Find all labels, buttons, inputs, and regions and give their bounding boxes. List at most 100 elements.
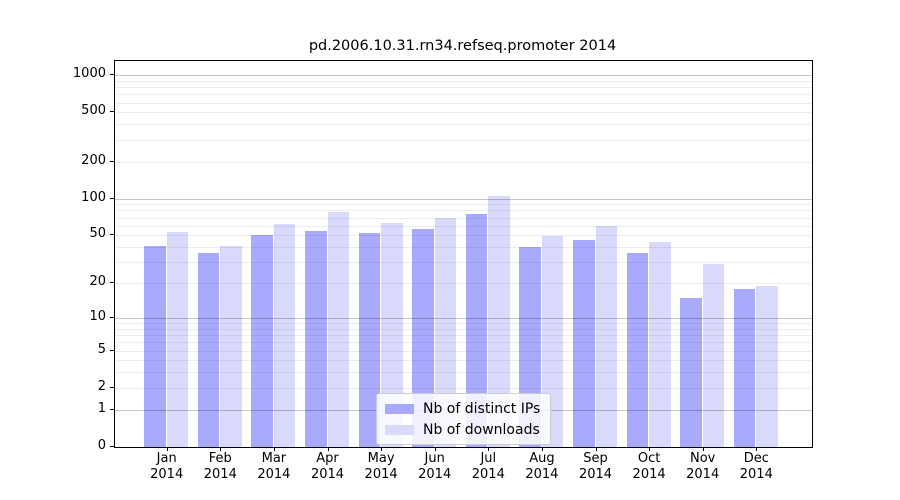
x-tick-mark-dec (756, 447, 758, 451)
bar-downloads-oct (649, 242, 671, 447)
y-tick-label-500: 500 (81, 103, 106, 119)
gridline-90 (115, 204, 812, 206)
bar-distinct-ips-oct (626, 252, 649, 447)
gridline-5 (115, 350, 812, 352)
gridline-300 (115, 139, 812, 141)
gridline-80 (115, 210, 812, 212)
x-tick-mark-may (381, 447, 383, 451)
x-tick-mark-jun (434, 447, 436, 451)
x-tick-label-feb: Feb 2014 (203, 451, 237, 482)
x-tick-mark-nov (702, 447, 704, 451)
x-tick-mark-jan (166, 447, 168, 451)
gridline-9 (115, 323, 812, 325)
bar-distinct-ips-nov (680, 297, 702, 447)
bar-distinct-ips-mar (251, 235, 273, 447)
bar-downloads-dec (756, 285, 778, 447)
bar-distinct-ips-may (358, 233, 381, 447)
bar-distinct-ips-feb (197, 252, 220, 447)
gridline-800 (115, 87, 812, 89)
y-tick-mark-5 (110, 349, 114, 351)
x-tick-mark-feb (220, 447, 222, 451)
gridline-400 (115, 124, 812, 126)
x-tick-mark-apr (327, 447, 329, 451)
y-tick-label-0: 0 (97, 438, 106, 453)
x-tick-mark-oct (649, 447, 651, 451)
bar-distinct-ips-jan (144, 245, 166, 447)
gridline-8 (115, 328, 812, 330)
y-tick-label-1: 1 (97, 400, 106, 416)
x-tick-label-apr: Apr 2014 (310, 451, 345, 482)
bar-downloads-mar (273, 223, 296, 447)
bar-distinct-ips-dec (733, 288, 756, 447)
gridline-100 (115, 198, 812, 200)
legend-swatch-downloads-icon (385, 424, 414, 435)
x-tick-label-nov: Nov 2014 (686, 451, 720, 482)
gridline-30 (115, 262, 812, 264)
gridline-6 (115, 342, 812, 344)
y-tick-label-2: 2 (97, 378, 106, 394)
y-tick-mark-10 (110, 316, 114, 318)
bar-distinct-ips-jul (465, 213, 488, 447)
y-tick-mark-50 (110, 234, 114, 236)
legend-label-downloads: Nb of downloads (423, 421, 540, 438)
y-tick-label-1000: 1000 (72, 66, 106, 82)
x-tick-label-sep: Sep 2014 (578, 451, 613, 482)
gridline-60 (115, 225, 812, 227)
y-tick-mark-100 (110, 197, 114, 199)
gridline-7 (115, 335, 812, 337)
bar-downloads-may (381, 223, 403, 447)
y-tick-mark-0 (110, 446, 114, 447)
y-tick-mark-200 (110, 160, 114, 162)
gridline-600 (115, 102, 812, 104)
gridline-900 (115, 80, 812, 82)
legend-entry-distinct-ips: Nb of distinct IPs (385, 398, 540, 419)
legend-swatch-distinct-ips-icon (385, 403, 414, 414)
x-tick-mark-aug (541, 447, 543, 451)
x-tick-label-oct: Oct 2014 (632, 451, 666, 482)
y-tick-mark-2 (110, 386, 114, 388)
x-tick-mark-jul (488, 447, 490, 451)
y-tick-mark-1 (110, 408, 114, 410)
y-tick-label-5: 5 (97, 341, 106, 357)
x-tick-mark-sep (595, 447, 597, 451)
x-tick-label-may: May 2014 (364, 451, 398, 482)
gridline-1000 (115, 75, 812, 77)
gridline-2 (115, 387, 812, 389)
gridline-10 (115, 317, 812, 319)
bar-downloads-jun (434, 217, 457, 447)
y-tick-mark-500 (110, 111, 114, 113)
y-tick-label-200: 200 (81, 152, 106, 168)
gridline-70 (115, 217, 812, 219)
x-tick-label-aug: Aug 2014 (525, 451, 559, 482)
bar-downloads-nov (702, 263, 725, 447)
y-tick-label-20: 20 (89, 274, 106, 290)
bar-downloads-jan (166, 232, 189, 447)
legend: Nb of distinct IPs Nb of downloads (376, 393, 552, 445)
gridline-50 (115, 235, 812, 237)
gridline-700 (115, 94, 812, 96)
plot-area: Nb of distinct IPs Nb of downloads (114, 60, 813, 448)
y-tick-mark-1000 (110, 74, 114, 76)
bar-distinct-ips-jun (412, 229, 434, 447)
bar-distinct-ips-apr (305, 231, 327, 447)
chart-title: pd.2006.10.31.rn34.refseq.promoter 2014 (308, 38, 617, 54)
x-tick-label-jan: Jan 2014 (150, 451, 184, 482)
gridline-500 (115, 112, 812, 114)
legend-label-distinct-ips: Nb of distinct IPs (423, 400, 541, 417)
legend-entry-downloads: Nb of downloads (385, 419, 540, 440)
y-tick-label-50: 50 (89, 226, 106, 242)
x-tick-label-mar: Mar 2014 (257, 451, 291, 482)
bar-downloads-sep (595, 225, 617, 447)
x-tick-label-dec: Dec 2014 (739, 451, 773, 482)
bar-downloads-jul (488, 195, 510, 447)
bar-distinct-ips-sep (573, 239, 595, 447)
y-tick-mark-20 (110, 282, 114, 284)
gridline-200 (115, 161, 812, 163)
gridline-3 (115, 372, 812, 374)
x-tick-label-jul: Jul 2014 (471, 451, 505, 482)
x-tick-mark-mar (273, 447, 275, 451)
gridline-4 (115, 360, 812, 362)
y-tick-label-100: 100 (81, 189, 106, 205)
bar-downloads-apr (327, 211, 349, 447)
